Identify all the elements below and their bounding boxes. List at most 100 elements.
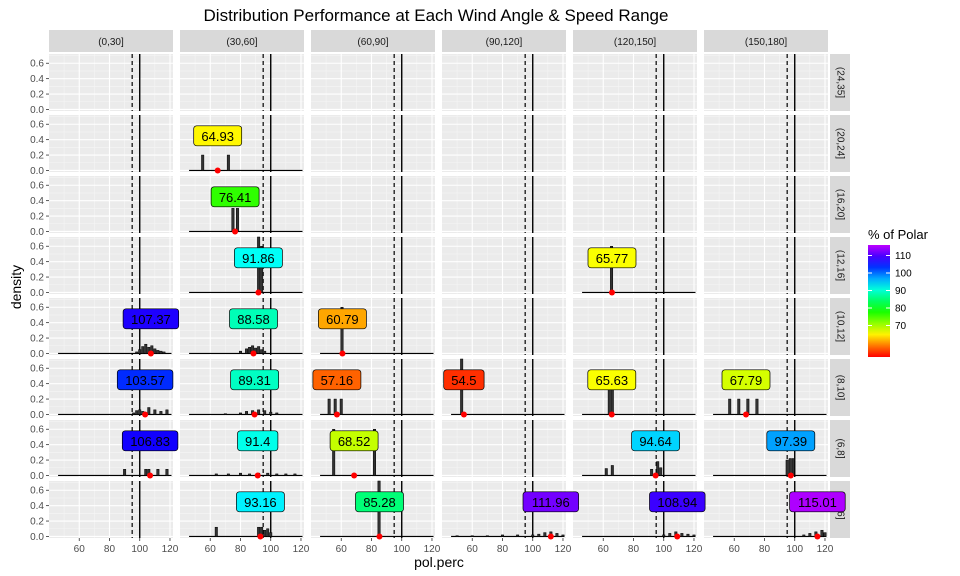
panel-data: 111.96 [451,491,579,540]
histogram-bar [266,528,270,537]
legend-color-bar [868,245,890,357]
y-tick-label: 0.6 [30,242,44,253]
histogram-bar [141,346,145,354]
histogram-bar [808,533,812,537]
value-label-box [210,186,260,208]
col-strip [573,30,697,52]
y-tick-label: 0.2 [30,517,44,528]
x-tick-label: 120 [293,544,310,555]
histogram-bar [135,351,139,354]
histogram-bar [650,469,654,476]
histogram-bar [555,533,559,537]
value-label-box [230,369,279,391]
value-label: 91.86 [242,251,275,266]
panel-background [704,115,828,172]
panel [704,54,828,111]
panel-background [442,298,566,355]
histogram-bar [214,473,218,476]
y-tick-label: 0.0 [30,532,44,543]
value-label: 91.4 [245,434,270,449]
panel-background [573,54,697,111]
panel [49,115,173,172]
panel-background [704,237,828,294]
x-tick-label: 60 [205,544,217,555]
y-tick-label: 0.6 [30,364,44,375]
row-strip [830,298,850,355]
histogram-bar [662,534,666,537]
histogram-bar [470,535,474,537]
panel-data: 107.37 [58,308,180,357]
histogram-bar [275,473,279,476]
value-label: 106.83 [130,434,170,449]
histogram-bar [248,473,252,476]
y-tick-label: 0.0 [30,349,44,360]
mean-point [255,289,262,296]
y-tick-label: 0.6 [30,59,44,70]
histogram-bar [293,473,297,476]
panel-data: 57.16 [312,369,434,418]
panel-background [442,420,566,477]
histogram-bar [263,410,267,415]
histogram-bar [159,350,163,354]
row-strip [830,237,850,294]
panel-data: 115.01 [713,491,846,540]
histogram-bar [147,407,151,415]
panel-background [704,298,828,355]
value-label-box [587,247,637,269]
histogram-bar [144,469,148,476]
histogram-bar [248,347,252,354]
panel-data: 65.63 [582,369,696,418]
row-strip-label: (16,20] [834,189,845,220]
value-label: 115.01 [798,495,837,510]
value-label-box [631,430,680,452]
mean-point [652,472,659,479]
histogram-bar [266,472,270,476]
panel [180,54,304,111]
y-tick-label: 0.4 [30,501,44,512]
y-tick-label: 0.6 [30,303,44,314]
row-strip-label: (8,10] [834,375,845,401]
mean-point [232,228,239,235]
histogram-bar [501,534,504,537]
y-tick-label: 0.2 [30,151,44,162]
panel-background [442,237,566,294]
legend-tick-label: 110 [895,251,911,262]
panel [704,176,828,233]
histogram-bar [135,410,139,415]
panel [573,54,697,111]
y-tick-label: 0.6 [30,486,44,497]
x-axis-label: pol.perc [414,554,464,570]
value-label-box [355,491,404,513]
histogram-bar [132,412,136,415]
value-label-box [329,430,379,452]
histogram-bar [455,535,459,537]
y-tick-label: 0.2 [30,273,44,284]
value-label-box [236,491,285,513]
histogram-bar [257,346,261,354]
mean-point [257,533,264,540]
value-label-box [312,369,362,391]
value-label: 103.57 [125,373,165,388]
panel-background [311,115,435,172]
histogram-bar [531,534,535,537]
histogram-bar [802,534,806,537]
value-label: 65.63 [596,373,629,388]
panel [311,176,435,233]
histogram-bar [156,350,160,354]
row-strip-label: (24,35] [834,67,845,98]
histogram-bar [692,534,696,537]
value-label-box [318,308,367,330]
color-legend: % of Polar 70 80 90 100 110 [868,227,929,357]
x-tick-label: 120 [686,544,703,555]
y-tick-label: 0.0 [30,227,44,238]
histogram-bar [260,245,264,293]
histogram-bar [231,208,235,232]
panel [442,176,566,233]
histogram-bar [728,398,732,415]
histogram-bar [159,411,163,415]
x-tick-label: 80 [366,544,378,555]
histogram-bar [226,473,230,476]
x-tick-label: 60 [74,544,86,555]
panel [704,237,828,294]
mean-point [250,350,257,357]
